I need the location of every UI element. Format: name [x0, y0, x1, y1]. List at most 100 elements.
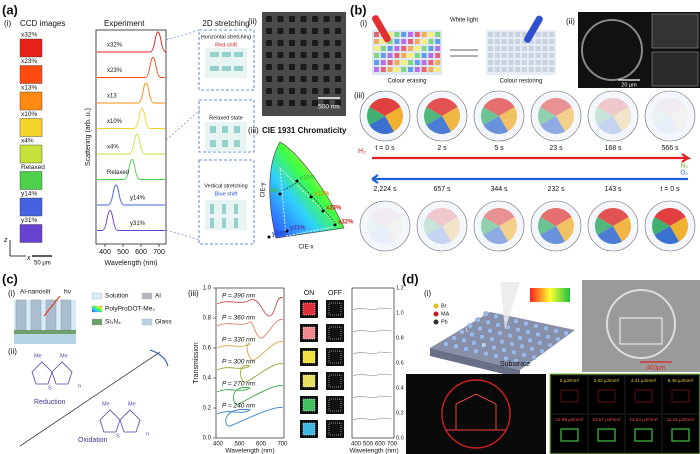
- spectrum: [97, 184, 165, 206]
- painting: [359, 200, 411, 252]
- legend-label: Glass: [155, 319, 172, 326]
- off-curve: [352, 307, 393, 311]
- substrate: [205, 48, 247, 78]
- lasing-frame: [552, 415, 587, 452]
- nanopillar: [525, 329, 531, 335]
- painting-color: [595, 217, 613, 235]
- ccd-image: [19, 224, 43, 243]
- label: Al-nanoslit: [20, 289, 51, 296]
- triangle: [279, 166, 339, 237]
- pixel: [549, 53, 555, 58]
- cie-point: [309, 195, 313, 199]
- lasing-pattern: [634, 428, 653, 442]
- nanopillar: [511, 349, 517, 356]
- pixel: [428, 53, 434, 58]
- label: Me: [128, 401, 136, 407]
- hole: [266, 88, 272, 94]
- pixel: [501, 67, 507, 72]
- label: Horizontal stretching: [201, 34, 251, 40]
- pixel: [387, 67, 393, 72]
- pixel: [401, 39, 407, 44]
- label: Blue shift: [215, 191, 238, 197]
- inset: [651, 13, 699, 49]
- tick-label: 0.4: [396, 385, 404, 391]
- trace-label: Relaxed: [107, 170, 129, 176]
- pixel: [380, 60, 386, 65]
- sample-label: x13%: [21, 85, 37, 92]
- pixel: [542, 53, 548, 58]
- painting-color: [556, 217, 574, 242]
- ccd-image: [19, 38, 43, 58]
- nanopillar: [507, 332, 513, 339]
- painting-color: [597, 116, 622, 134]
- pixel: [535, 39, 541, 44]
- painting-color: [597, 98, 629, 116]
- trace-label: x13: [107, 94, 117, 100]
- legend-swatch: [141, 318, 153, 326]
- pixel: [528, 39, 534, 44]
- label: (iii): [354, 91, 365, 100]
- trace-label: x23%: [107, 68, 123, 74]
- pixel: [414, 67, 420, 72]
- al-pillar: [30, 299, 42, 331]
- label: S: [116, 433, 120, 439]
- pixel: [515, 39, 521, 44]
- panel-label: (c): [2, 271, 18, 286]
- nanopillar: [545, 334, 551, 340]
- hole: [289, 100, 295, 106]
- painting-color: [480, 217, 499, 235]
- legend-swatch: [141, 292, 153, 300]
- nanopillar: [535, 331, 541, 338]
- lasing-frame: [626, 415, 661, 452]
- hole: [335, 76, 341, 82]
- cie-point: [278, 192, 282, 196]
- plot-frame: [95, 29, 167, 245]
- label: H₂: [358, 148, 366, 155]
- pixel: [549, 46, 555, 51]
- panel-label: (a): [2, 2, 18, 17]
- nanopillar: [547, 342, 553, 348]
- label: Vertical stretching: [204, 183, 247, 189]
- hole: [300, 64, 307, 70]
- si3n4: [14, 330, 76, 334]
- legend-swatch: [91, 318, 103, 326]
- pixel: [501, 53, 507, 58]
- painting-color: [597, 226, 622, 244]
- pixel: [435, 32, 441, 37]
- label: n: [146, 431, 149, 437]
- pixel: [515, 67, 521, 72]
- legend-label: Pb: [441, 319, 448, 325]
- label: Relaxed state: [209, 115, 243, 121]
- pixel: [408, 53, 413, 58]
- pixel: [494, 39, 500, 44]
- off-pixel: [326, 420, 344, 438]
- painting-color: [651, 217, 670, 235]
- hole: [312, 100, 318, 106]
- hole: [323, 76, 330, 82]
- sample-label: x23%: [21, 58, 37, 65]
- section-title: CCD images: [20, 19, 65, 28]
- lasing-pattern: [634, 389, 653, 403]
- panel-label: (d): [402, 271, 419, 286]
- nanopillar: [451, 335, 457, 341]
- pixel: [542, 67, 548, 72]
- tick-label: 0.8: [396, 335, 404, 341]
- painting-color: [426, 116, 451, 134]
- nanopillar: [469, 331, 475, 338]
- label: Wavelength (nm): [225, 448, 274, 454]
- hole: [323, 40, 330, 46]
- tick-label: 500: [234, 442, 245, 448]
- pixel: [374, 67, 379, 72]
- nanopillar: [487, 328, 493, 334]
- pixel: [435, 46, 441, 51]
- off-color: [328, 398, 342, 412]
- transmission-curve: [216, 385, 284, 405]
- hole: [335, 64, 341, 70]
- pixel: [401, 53, 407, 58]
- nanopillar: [467, 323, 473, 329]
- plot-frame: [351, 287, 395, 439]
- fluence-label: 8.48 μJ/mm²: [668, 378, 694, 383]
- nanopillar: [523, 360, 529, 366]
- al-pillar: [45, 299, 57, 331]
- pixel: [528, 46, 534, 51]
